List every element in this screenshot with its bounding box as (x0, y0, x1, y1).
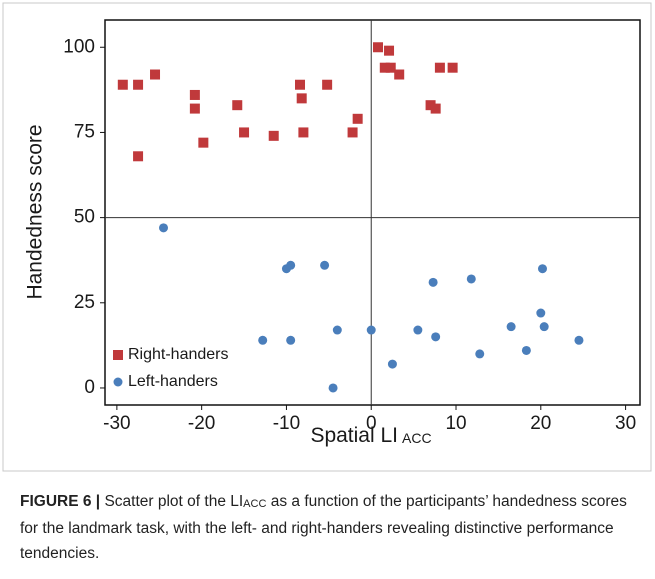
x-tick-label: 20 (530, 413, 551, 434)
caption-text: as a function of the participants’ hande… (20, 493, 627, 562)
point (447, 62, 458, 73)
x-tick-label: 30 (615, 413, 636, 434)
point (268, 130, 279, 141)
figure-border (2, 2, 652, 472)
point (430, 103, 441, 114)
point (387, 359, 397, 369)
point (434, 62, 445, 73)
point (521, 345, 531, 355)
point (366, 325, 376, 335)
point (466, 274, 476, 284)
point (298, 127, 309, 138)
caption-text: Scatter plot of the LI (100, 493, 244, 510)
point (347, 127, 358, 138)
caption-subscript: ACC (243, 498, 267, 510)
point (332, 325, 342, 335)
point (536, 308, 546, 318)
point (539, 322, 549, 332)
point (150, 69, 161, 80)
point (384, 45, 395, 56)
point (431, 332, 441, 342)
x-axis-label: Spatial LI ACC (310, 424, 431, 447)
x-tick-label: -10 (273, 413, 300, 434)
point (286, 335, 296, 345)
y-tick-label: 50 (74, 207, 95, 228)
y-axis-label: Handedness score (24, 124, 47, 299)
x-tick-label: 0 (366, 413, 377, 434)
point (428, 277, 438, 287)
point (506, 322, 516, 332)
y-tick-label: 25 (74, 292, 95, 313)
point (574, 335, 584, 345)
caption: FIGURE 6 | Scatter plot of the LIACC as … (20, 489, 640, 566)
point (133, 79, 144, 90)
point (232, 100, 243, 111)
legend-label: Right-handers (128, 346, 229, 363)
legend-marker (113, 377, 123, 387)
point (373, 42, 384, 53)
point (295, 79, 306, 90)
point (385, 62, 396, 73)
point (239, 127, 250, 138)
point (133, 151, 144, 162)
legend-label: Left-handers (128, 373, 218, 390)
y-tick-label: 0 (84, 377, 95, 398)
y-tick-label: 75 (74, 121, 95, 142)
x-axis-label-sub: ACC (402, 430, 432, 446)
point (328, 383, 338, 393)
point (320, 260, 330, 270)
point (198, 137, 209, 148)
x-tick-label: 10 (445, 413, 466, 434)
point (537, 264, 547, 274)
x-axis-label-main: Spatial LI (310, 424, 398, 447)
point (296, 93, 307, 104)
point (189, 89, 200, 100)
point (352, 113, 363, 124)
point (322, 79, 333, 90)
point (258, 335, 268, 345)
point (159, 223, 169, 233)
point (189, 103, 200, 114)
legend-marker (113, 350, 123, 360)
x-tick-label: -20 (188, 413, 215, 434)
point (425, 100, 436, 111)
point (379, 62, 390, 73)
x-tick-label: -30 (103, 413, 130, 434)
point (394, 69, 405, 80)
point (286, 260, 296, 270)
y-tick-label: 100 (63, 36, 95, 57)
point (117, 79, 128, 90)
plot-frame (104, 19, 641, 406)
point (413, 325, 423, 335)
caption-label: FIGURE 6 | (20, 493, 101, 510)
point (475, 349, 485, 359)
